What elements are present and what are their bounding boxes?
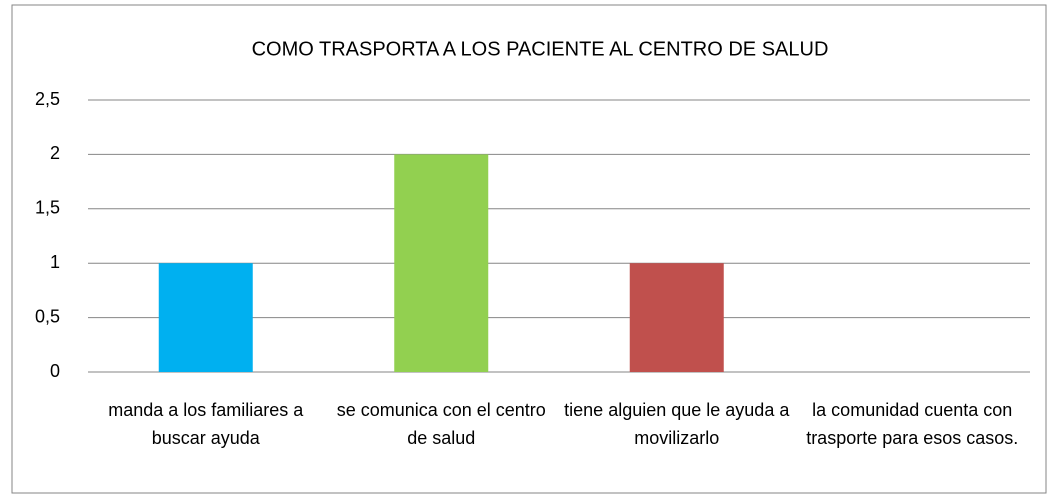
x-tick-label: la comunidad cuenta con trasporte para e…: [806, 400, 1019, 448]
bar: [629, 263, 724, 372]
x-tick-label: manda a los familiares a buscar ayuda: [108, 400, 304, 448]
y-tick-label: 0,5: [35, 306, 60, 326]
x-tick-label: se comunica con el centro de salud: [336, 400, 546, 448]
y-tick-label: 0: [50, 361, 60, 381]
chart-border: [11, 4, 1047, 494]
y-tick-label: 2: [50, 143, 60, 163]
chart-title: COMO TRASPORTA A LOS PACIENTE AL CENTRO …: [252, 38, 829, 60]
y-tick-label: 1,5: [35, 198, 60, 218]
bar: [158, 263, 253, 372]
y-tick-label: 1: [50, 252, 60, 272]
bar: [394, 154, 489, 372]
x-tick-label: tiene alguien que le ayuda a movilizarlo: [564, 400, 790, 448]
y-tick-label: 2,5: [35, 89, 60, 109]
